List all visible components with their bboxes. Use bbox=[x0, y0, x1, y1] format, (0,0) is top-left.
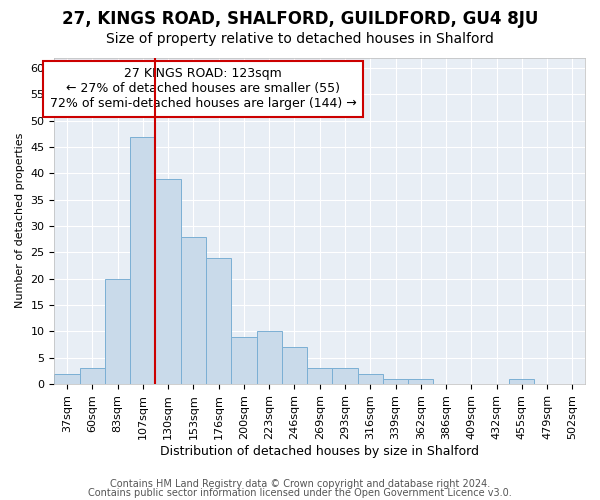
Text: Contains HM Land Registry data © Crown copyright and database right 2024.: Contains HM Land Registry data © Crown c… bbox=[110, 479, 490, 489]
Bar bbox=[509, 379, 535, 384]
Bar bbox=[408, 379, 433, 384]
Text: Contains public sector information licensed under the Open Government Licence v3: Contains public sector information licen… bbox=[88, 488, 512, 498]
Bar bbox=[206, 258, 231, 384]
Bar bbox=[181, 236, 206, 384]
Bar bbox=[55, 374, 80, 384]
Bar bbox=[105, 278, 130, 384]
Bar bbox=[332, 368, 358, 384]
Bar bbox=[282, 347, 307, 384]
Bar bbox=[257, 332, 282, 384]
Bar bbox=[231, 336, 257, 384]
Y-axis label: Number of detached properties: Number of detached properties bbox=[15, 133, 25, 308]
Text: Size of property relative to detached houses in Shalford: Size of property relative to detached ho… bbox=[106, 32, 494, 46]
Bar bbox=[358, 374, 383, 384]
Bar bbox=[155, 178, 181, 384]
Bar bbox=[307, 368, 332, 384]
Bar bbox=[80, 368, 105, 384]
Bar bbox=[383, 379, 408, 384]
Text: 27 KINGS ROAD: 123sqm
← 27% of detached houses are smaller (55)
72% of semi-deta: 27 KINGS ROAD: 123sqm ← 27% of detached … bbox=[50, 68, 356, 110]
Bar bbox=[130, 136, 155, 384]
X-axis label: Distribution of detached houses by size in Shalford: Distribution of detached houses by size … bbox=[160, 444, 479, 458]
Text: 27, KINGS ROAD, SHALFORD, GUILDFORD, GU4 8JU: 27, KINGS ROAD, SHALFORD, GUILDFORD, GU4… bbox=[62, 10, 538, 28]
